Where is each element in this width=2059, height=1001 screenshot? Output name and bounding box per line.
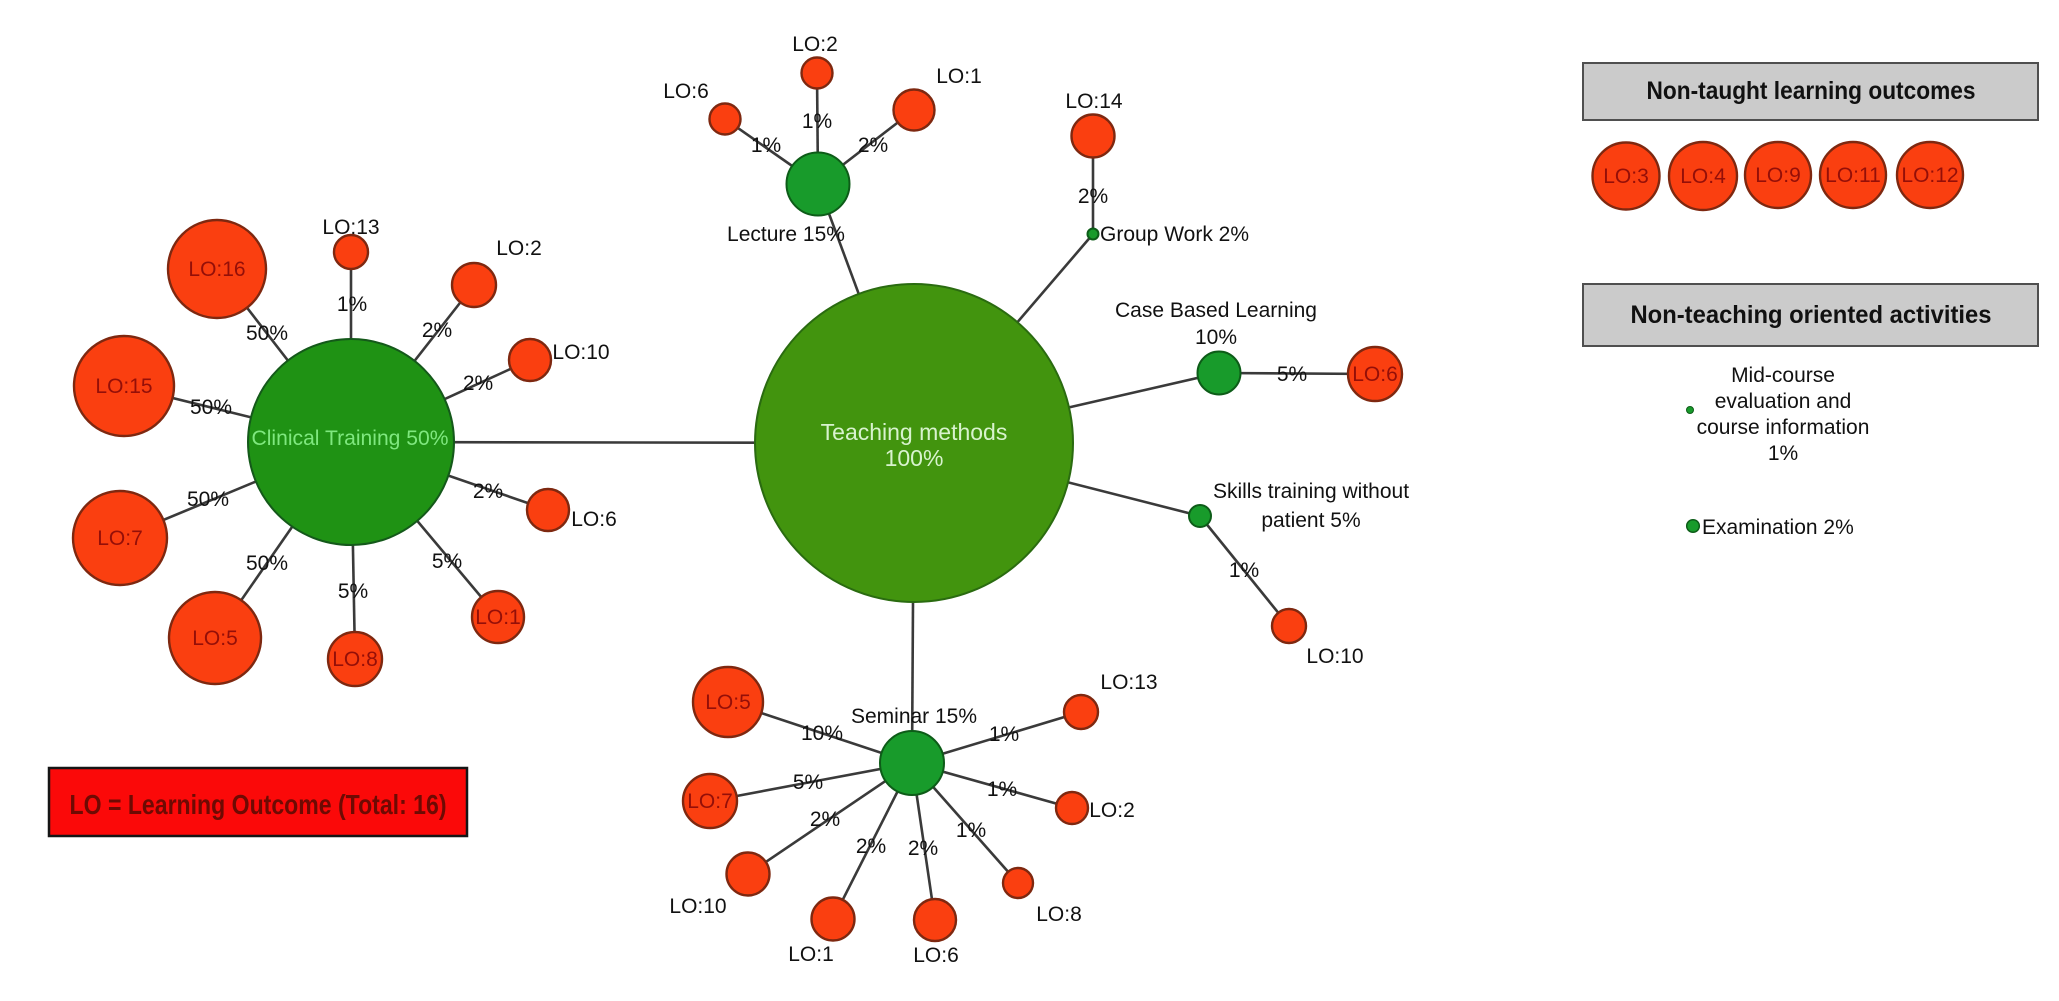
svg-text:LO:13: LO:13 bbox=[322, 216, 379, 239]
svg-text:LO:13: LO:13 bbox=[1100, 671, 1157, 694]
svg-text:2%: 2% bbox=[463, 372, 493, 395]
svg-text:LO:10: LO:10 bbox=[1306, 645, 1363, 668]
svg-text:10%: 10% bbox=[1195, 326, 1237, 349]
svg-text:Non-taught learning outcomes: Non-taught learning outcomes bbox=[1647, 77, 1976, 105]
svg-text:2%: 2% bbox=[810, 808, 840, 831]
svg-text:1%: 1% bbox=[802, 110, 832, 133]
svg-text:LO:10: LO:10 bbox=[552, 341, 609, 364]
svg-text:LO:1: LO:1 bbox=[475, 606, 521, 629]
svg-text:Seminar 15%: Seminar 15% bbox=[851, 705, 977, 728]
svg-text:50%: 50% bbox=[246, 552, 288, 575]
svg-text:2%: 2% bbox=[858, 134, 888, 157]
svg-text:LO:8: LO:8 bbox=[332, 648, 378, 671]
svg-text:Clinical Training 50%: Clinical Training 50% bbox=[252, 427, 449, 450]
svg-text:1%: 1% bbox=[989, 723, 1019, 746]
svg-text:LO:1: LO:1 bbox=[788, 943, 834, 966]
svg-text:LO:15: LO:15 bbox=[95, 375, 152, 398]
svg-text:Examination 2%: Examination 2% bbox=[1702, 516, 1854, 539]
svg-text:LO = Learning Outcome (Total:: LO = Learning Outcome (Total: 16) bbox=[70, 789, 447, 820]
svg-text:50%: 50% bbox=[246, 322, 288, 345]
svg-text:5%: 5% bbox=[432, 550, 462, 573]
svg-text:Mid-course: Mid-course bbox=[1731, 364, 1835, 387]
svg-text:50%: 50% bbox=[190, 396, 232, 419]
svg-text:LO:2: LO:2 bbox=[792, 33, 838, 56]
svg-text:LO:10: LO:10 bbox=[669, 895, 726, 918]
svg-text:1%: 1% bbox=[956, 819, 986, 842]
svg-text:LO:5: LO:5 bbox=[705, 691, 751, 714]
svg-text:2%: 2% bbox=[473, 480, 503, 503]
svg-text:100%: 100% bbox=[885, 445, 944, 471]
svg-text:1%: 1% bbox=[337, 293, 367, 316]
svg-text:LO:12: LO:12 bbox=[1901, 164, 1958, 187]
svg-text:Teaching methods: Teaching methods bbox=[821, 419, 1008, 445]
svg-text:course information: course information bbox=[1697, 416, 1870, 439]
svg-text:LO:7: LO:7 bbox=[687, 790, 733, 813]
svg-text:1%: 1% bbox=[987, 778, 1017, 801]
svg-text:LO:4: LO:4 bbox=[1680, 165, 1726, 188]
svg-text:Group Work 2%: Group Work 2% bbox=[1100, 223, 1249, 246]
svg-text:5%: 5% bbox=[793, 771, 823, 794]
svg-text:Non-teaching oriented activiti: Non-teaching oriented activities bbox=[1631, 301, 1992, 329]
svg-text:2%: 2% bbox=[908, 837, 938, 860]
svg-text:LO:9: LO:9 bbox=[1755, 164, 1801, 187]
svg-text:LO:6: LO:6 bbox=[913, 944, 959, 967]
svg-text:2%: 2% bbox=[1078, 185, 1108, 208]
svg-text:2%: 2% bbox=[856, 835, 886, 858]
svg-text:5%: 5% bbox=[338, 580, 368, 603]
svg-text:LO:8: LO:8 bbox=[1036, 903, 1082, 926]
svg-text:1%: 1% bbox=[1768, 442, 1798, 465]
svg-text:LO:7: LO:7 bbox=[97, 527, 143, 550]
svg-text:evaluation and: evaluation and bbox=[1715, 390, 1852, 413]
svg-text:LO:6: LO:6 bbox=[1352, 363, 1398, 386]
svg-text:LO:1: LO:1 bbox=[936, 65, 982, 88]
svg-text:Lecture 15%: Lecture 15% bbox=[727, 223, 845, 246]
svg-text:LO:2: LO:2 bbox=[1089, 799, 1135, 822]
svg-text:Case Based Learning: Case Based Learning bbox=[1115, 299, 1317, 322]
svg-text:LO:2: LO:2 bbox=[496, 237, 542, 260]
svg-text:patient 5%: patient 5% bbox=[1261, 509, 1360, 532]
svg-text:LO:16: LO:16 bbox=[188, 258, 245, 281]
svg-text:LO:5: LO:5 bbox=[192, 627, 238, 650]
svg-text:50%: 50% bbox=[187, 488, 229, 511]
svg-text:LO:3: LO:3 bbox=[1603, 165, 1649, 188]
svg-text:1%: 1% bbox=[1229, 559, 1259, 582]
svg-text:1%: 1% bbox=[751, 134, 781, 157]
svg-text:LO:11: LO:11 bbox=[1825, 164, 1881, 187]
svg-text:LO:6: LO:6 bbox=[663, 80, 709, 103]
svg-text:2%: 2% bbox=[422, 319, 452, 342]
svg-text:LO:14: LO:14 bbox=[1065, 90, 1123, 113]
svg-text:5%: 5% bbox=[1277, 363, 1307, 386]
svg-text:Skills training without: Skills training without bbox=[1213, 480, 1409, 503]
svg-text:LO:6: LO:6 bbox=[571, 508, 617, 531]
svg-text:10%: 10% bbox=[801, 722, 843, 745]
